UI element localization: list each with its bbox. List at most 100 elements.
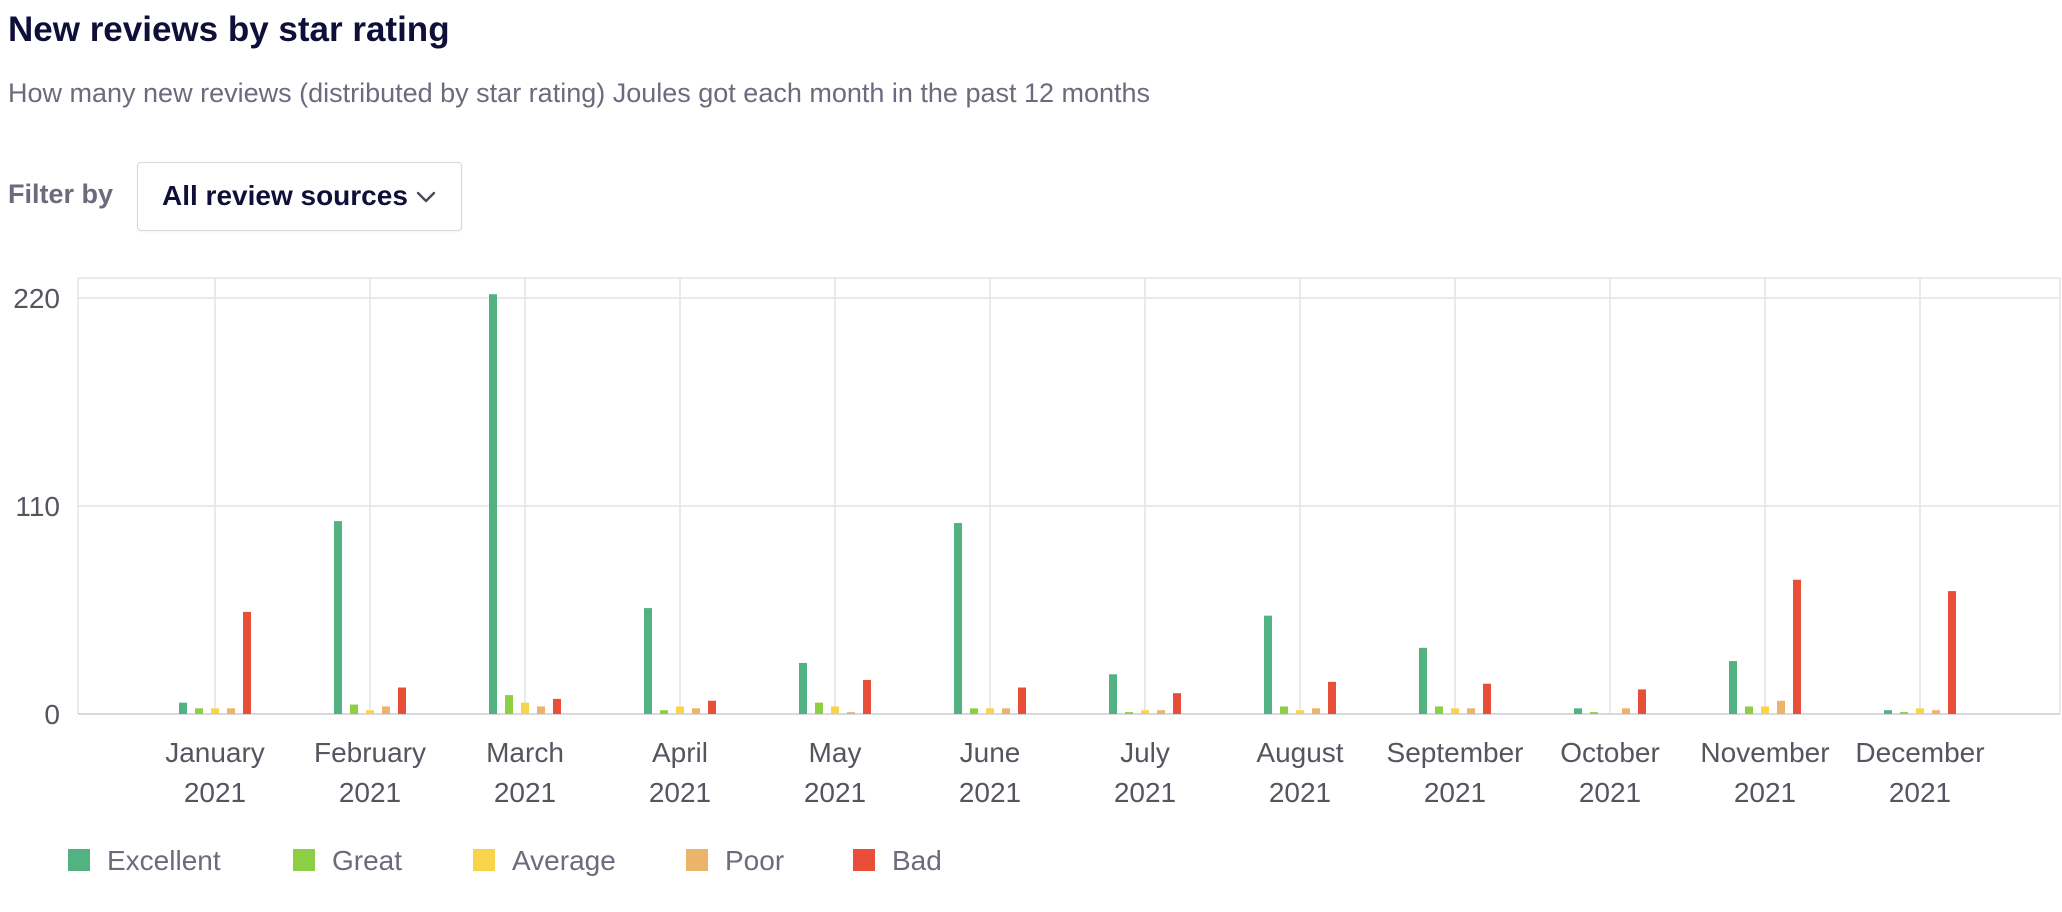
bar-bad-april[interactable] bbox=[708, 700, 716, 714]
y-tick-label: 110 bbox=[15, 491, 60, 522]
legend-label: Bad bbox=[892, 845, 942, 876]
legend-label: Poor bbox=[725, 845, 785, 876]
legend-swatch bbox=[68, 849, 90, 871]
bar-great-february[interactable] bbox=[350, 704, 358, 714]
bar-average-march[interactable] bbox=[521, 702, 529, 714]
bar-bad-december[interactable] bbox=[1948, 591, 1956, 714]
x-tick-label-year: 2021 bbox=[1734, 777, 1796, 808]
bar-great-march[interactable] bbox=[505, 695, 513, 714]
bar-great-april[interactable] bbox=[660, 710, 668, 714]
reviews-bar-chart: 0 110 220 January 2021 February 2021 March 2021 A… bbox=[13, 277, 2061, 808]
bar-poor-january[interactable] bbox=[227, 708, 235, 714]
bar-excellent-november[interactable] bbox=[1729, 661, 1737, 714]
bar-average-november[interactable] bbox=[1761, 706, 1769, 714]
bar-excellent-august[interactable] bbox=[1264, 615, 1272, 714]
bar-layer bbox=[179, 294, 1956, 714]
tick-layer: 0 110 220 January 2021 February 2021 March 2021 A… bbox=[13, 283, 1984, 808]
bar-excellent-february[interactable] bbox=[334, 521, 342, 714]
bar-average-april[interactable] bbox=[676, 706, 684, 714]
chart-legend: Excellent Great Average Poor Bad bbox=[0, 840, 1000, 880]
bar-great-july[interactable] bbox=[1125, 712, 1133, 714]
bar-poor-march[interactable] bbox=[537, 706, 545, 714]
bar-poor-april[interactable] bbox=[692, 708, 700, 714]
x-tick-label-month: October bbox=[1560, 737, 1660, 768]
x-tick-label-month: July bbox=[1120, 737, 1170, 768]
x-tick-label-year: 2021 bbox=[339, 777, 401, 808]
bar-excellent-march[interactable] bbox=[489, 294, 497, 714]
bar-bad-september[interactable] bbox=[1483, 683, 1491, 714]
bar-excellent-april[interactable] bbox=[644, 608, 652, 714]
review-source-dropdown[interactable]: All review sources bbox=[137, 162, 462, 231]
bar-poor-december[interactable] bbox=[1932, 710, 1940, 714]
bar-bad-june[interactable] bbox=[1018, 687, 1026, 714]
bar-average-july[interactable] bbox=[1141, 710, 1149, 714]
grid-layer bbox=[77, 277, 2061, 715]
page-subtitle: How many new reviews (distributed by sta… bbox=[8, 78, 1151, 108]
legend-swatch bbox=[853, 849, 875, 871]
bar-poor-may[interactable] bbox=[847, 712, 855, 714]
x-tick-label-year: 2021 bbox=[184, 777, 246, 808]
x-tick-label-month: January bbox=[165, 737, 265, 768]
bar-great-may[interactable] bbox=[815, 702, 823, 714]
bar-excellent-june[interactable] bbox=[954, 523, 962, 714]
bar-bad-may[interactable] bbox=[863, 679, 871, 714]
bar-poor-august[interactable] bbox=[1312, 708, 1320, 714]
bar-great-september[interactable] bbox=[1435, 706, 1443, 714]
x-tick-label-year: 2021 bbox=[649, 777, 711, 808]
x-tick-label-month: May bbox=[809, 737, 862, 768]
bar-great-january[interactable] bbox=[195, 708, 203, 714]
legend-label: Great bbox=[332, 845, 403, 876]
bar-great-august[interactable] bbox=[1280, 706, 1288, 714]
x-tick-label-month: November bbox=[1700, 737, 1829, 768]
bar-excellent-july[interactable] bbox=[1109, 674, 1117, 714]
bar-poor-october[interactable] bbox=[1622, 708, 1630, 714]
bar-poor-september[interactable] bbox=[1467, 708, 1475, 714]
bar-average-february[interactable] bbox=[366, 710, 374, 714]
legend-swatch bbox=[293, 849, 315, 871]
bar-bad-january[interactable] bbox=[243, 611, 251, 714]
bar-average-august[interactable] bbox=[1296, 710, 1304, 714]
bar-bad-october[interactable] bbox=[1638, 689, 1646, 714]
bar-excellent-september[interactable] bbox=[1419, 647, 1427, 714]
legend-label: Excellent bbox=[107, 845, 221, 876]
legend-label: Average bbox=[512, 845, 616, 876]
bar-average-june[interactable] bbox=[986, 708, 994, 714]
legend-swatch bbox=[686, 849, 708, 871]
bar-excellent-december[interactable] bbox=[1884, 710, 1892, 714]
y-tick-label: 0 bbox=[44, 699, 60, 730]
bar-poor-july[interactable] bbox=[1157, 710, 1165, 714]
bar-bad-november[interactable] bbox=[1793, 579, 1801, 714]
bar-average-september[interactable] bbox=[1451, 708, 1459, 714]
bar-bad-march[interactable] bbox=[553, 698, 561, 714]
filter-label: Filter by bbox=[8, 179, 114, 209]
x-tick-label-month: February bbox=[314, 737, 426, 768]
bar-bad-august[interactable] bbox=[1328, 681, 1336, 714]
x-tick-label-year: 2021 bbox=[1579, 777, 1641, 808]
bar-excellent-may[interactable] bbox=[799, 662, 807, 714]
bar-great-june[interactable] bbox=[970, 708, 978, 714]
bar-great-november[interactable] bbox=[1745, 706, 1753, 714]
bar-bad-february[interactable] bbox=[398, 687, 406, 714]
x-tick-label-year: 2021 bbox=[1424, 777, 1486, 808]
bar-poor-february[interactable] bbox=[382, 706, 390, 714]
x-tick-label-year: 2021 bbox=[1889, 777, 1951, 808]
bar-excellent-october[interactable] bbox=[1574, 708, 1582, 714]
bar-average-may[interactable] bbox=[831, 706, 839, 714]
review-source-selected: All review sources bbox=[162, 180, 408, 211]
bar-bad-july[interactable] bbox=[1173, 693, 1181, 714]
bar-poor-june[interactable] bbox=[1002, 708, 1010, 714]
bar-poor-november[interactable] bbox=[1777, 700, 1785, 714]
bar-average-december[interactable] bbox=[1916, 708, 1924, 714]
x-tick-label-month: April bbox=[652, 737, 708, 768]
x-tick-label-year: 2021 bbox=[1269, 777, 1331, 808]
page-title: New reviews by star rating bbox=[8, 10, 450, 49]
x-tick-label-year: 2021 bbox=[1114, 777, 1176, 808]
x-tick-label-month: June bbox=[960, 737, 1021, 768]
bar-excellent-january[interactable] bbox=[179, 702, 187, 714]
x-tick-label-month: August bbox=[1256, 737, 1343, 768]
bar-great-october[interactable] bbox=[1590, 712, 1598, 714]
bar-great-december[interactable] bbox=[1900, 712, 1908, 714]
bar-average-january[interactable] bbox=[211, 708, 219, 714]
x-tick-label-month: December bbox=[1855, 737, 1984, 768]
x-tick-label-year: 2021 bbox=[959, 777, 1021, 808]
